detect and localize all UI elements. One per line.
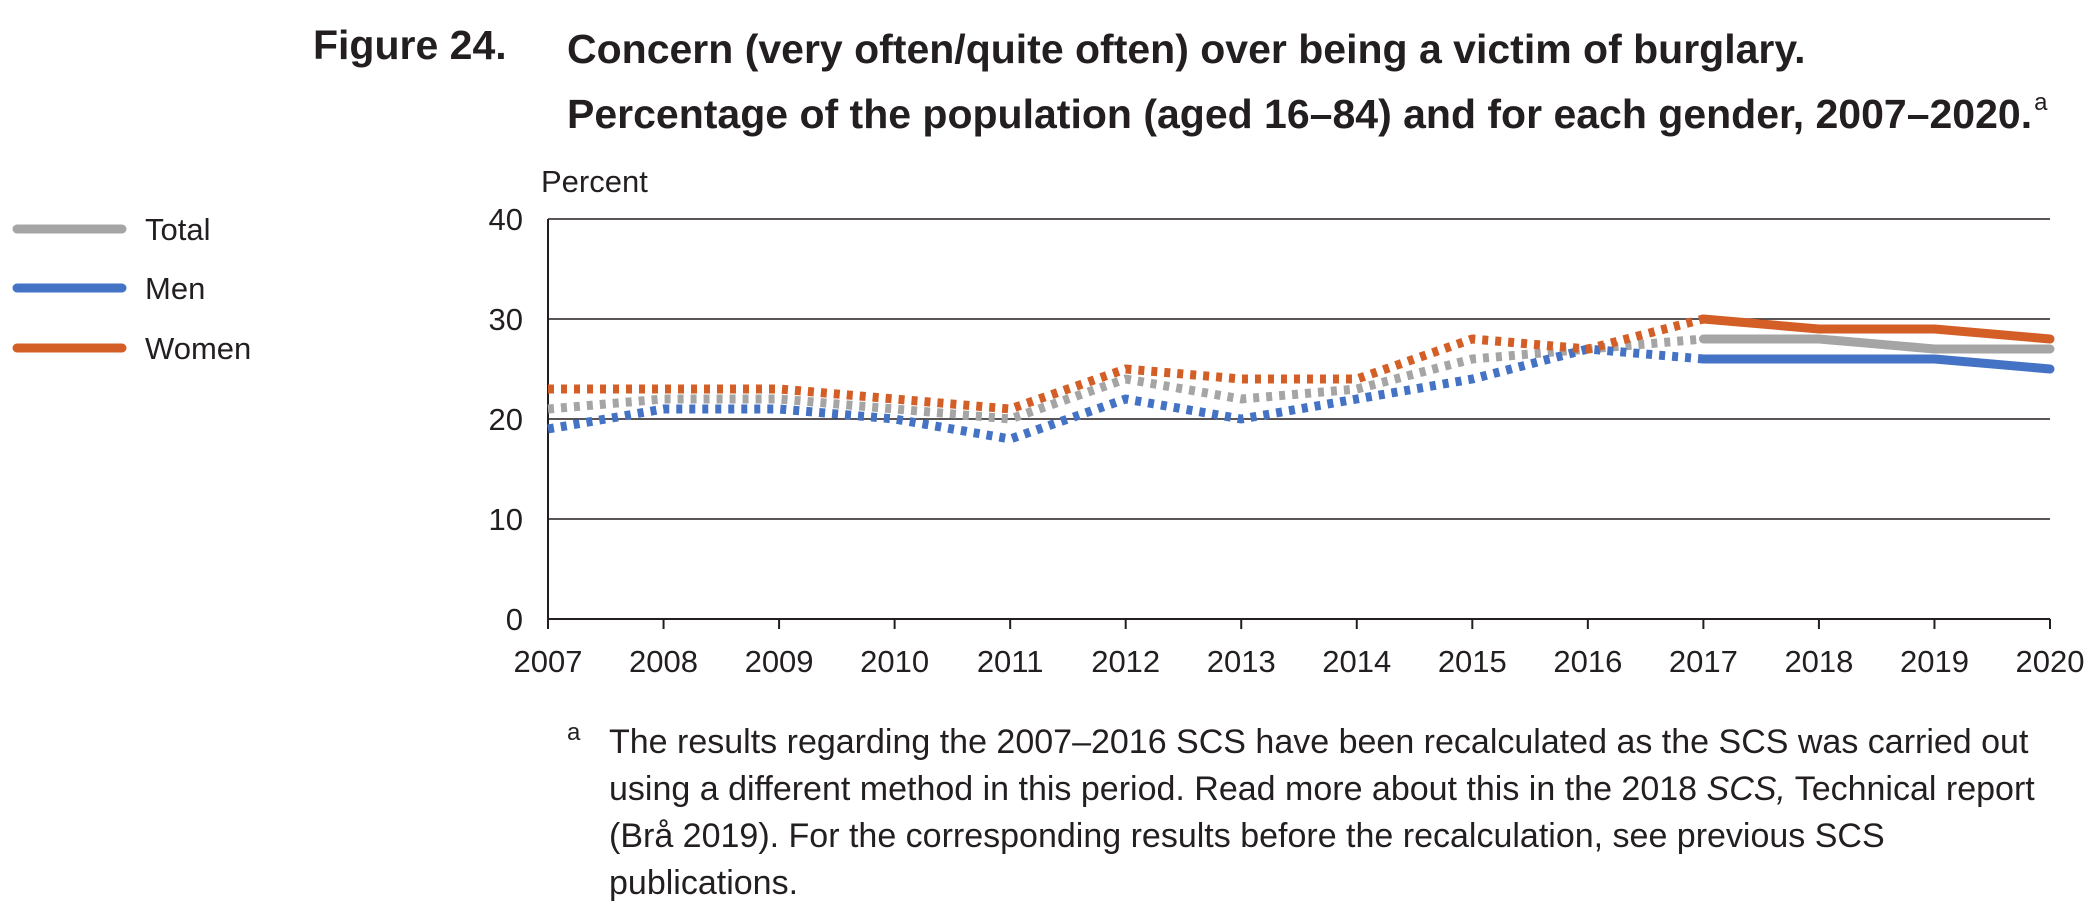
x-tick-label: 2012: [1091, 644, 1160, 679]
y-axis-label: Percent: [541, 164, 648, 199]
series-line-men-recalculated: [547, 344, 1704, 444]
legend: Total Men Women: [12, 212, 251, 366]
x-tick-label: 2009: [745, 644, 814, 679]
series-lines: [547, 314, 2055, 444]
figure-title-line-2: Percentage of the population (aged 16–84…: [567, 76, 2047, 141]
x-tick-label: 2016: [1553, 644, 1622, 679]
series-line-women: [1698, 314, 2055, 344]
series-line-total: [1698, 334, 2055, 354]
footnote: a The results regarding the 2007–2016 SC…: [567, 719, 2077, 907]
x-tick-label: 2008: [629, 644, 698, 679]
legend-label-total: Total: [145, 212, 210, 247]
x-tick-label: 2014: [1322, 644, 1391, 679]
y-tick-label: 0: [506, 602, 523, 637]
x-tick-label: 2020: [2016, 644, 2085, 679]
x-tick-label: 2015: [1438, 644, 1507, 679]
figure-title-line-2-text: Percentage of the population (aged 16–84…: [567, 91, 2033, 137]
y-tick-label: 10: [489, 502, 523, 537]
x-tick-label: 2010: [860, 644, 929, 679]
figure-label: Figure 24.: [313, 22, 507, 68]
line-chart: 0 10 20 30 40 2007 2008 2009 2010 2011 2012 2013 201…: [12, 164, 2085, 679]
figure-title-line-1: Concern (very often/quite often) over be…: [567, 26, 1806, 72]
footnote-text-part-1: The results regarding the 2007–2016 SCS …: [609, 723, 2029, 808]
title-footnote-mark: a: [2034, 89, 2048, 116]
grid-lines: [548, 218, 2050, 520]
footnote-italic: SCS,: [1706, 770, 1786, 808]
x-tick-label: 2013: [1207, 644, 1276, 679]
x-tick-label: 2011: [977, 644, 1044, 679]
series-line-women-recalculated: [548, 314, 1705, 414]
x-tick-label: 2018: [1784, 644, 1853, 679]
figure-title: Concern (very often/quite often) over be…: [567, 22, 2047, 141]
y-tick-label: 30: [489, 302, 523, 337]
footnote-text-part-2: Technical report (Brå 2019). For the cor…: [609, 770, 2035, 902]
series-line-men: [1698, 354, 2055, 374]
axes: 0 10 20 30 40 2007 2008 2009 2010 2011 2012 2013 201…: [489, 202, 2085, 679]
y-tick-label: 20: [489, 402, 523, 437]
x-tick-label: 2017: [1669, 644, 1738, 679]
legend-label-men: Men: [145, 271, 205, 306]
x-tick-label: 2019: [1900, 644, 1969, 679]
footnote-mark: a: [567, 719, 581, 746]
legend-label-women: Women: [145, 331, 251, 366]
series-line-total-recalculated: [547, 334, 1704, 424]
footnote-text: The results regarding the 2007–2016 SCS …: [609, 719, 2077, 907]
y-tick-label: 40: [489, 202, 523, 237]
x-tick-label: 2007: [514, 644, 583, 679]
